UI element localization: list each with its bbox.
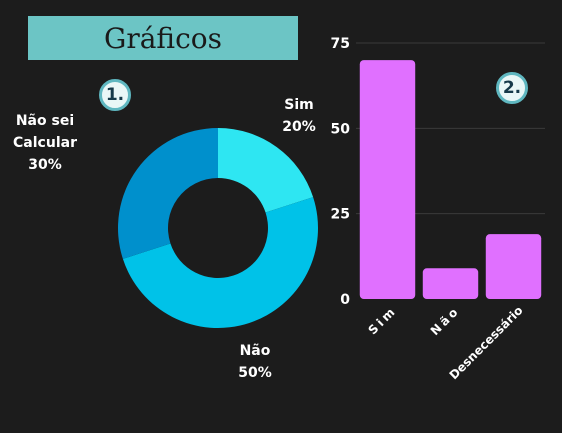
y-tick-label-3: 75 xyxy=(331,36,350,52)
donut-label-sim-name: Sim xyxy=(284,97,314,113)
x-category-label-0: Sim xyxy=(365,303,399,337)
chart-number-badge-2: 2. xyxy=(496,72,528,104)
donut-label-nao-sei: Não sei Calcular 30% xyxy=(0,110,90,176)
donut-slice-2 xyxy=(118,128,218,259)
donut-label-nao-value: 50% xyxy=(238,365,272,381)
page-title: Gráficos xyxy=(103,21,223,55)
y-tick-label-0: 0 xyxy=(340,292,350,308)
bar-0 xyxy=(359,60,416,299)
donut-slice-1 xyxy=(122,197,318,328)
donut-label-sim: Sim 20% xyxy=(270,94,328,138)
title-banner: Gráficos xyxy=(28,16,298,60)
y-tick-label-2: 50 xyxy=(331,121,351,137)
bar-2 xyxy=(485,234,542,299)
donut-label-nao-sei-name: Não sei Calcular xyxy=(13,113,77,151)
donut-label-nao-name: Não xyxy=(239,343,271,359)
chart-number-badge-1: 1. xyxy=(99,79,131,111)
donut-slice-0 xyxy=(218,128,314,213)
y-tick-label-1: 25 xyxy=(331,207,350,223)
x-category-label-1: Não xyxy=(428,303,463,338)
donut-label-nao-sei-value: 30% xyxy=(28,157,62,173)
donut-label-sim-value: 20% xyxy=(282,119,316,135)
donut-chart xyxy=(118,128,318,328)
bar-1 xyxy=(422,268,479,299)
donut-label-nao: Não 50% xyxy=(225,340,285,384)
